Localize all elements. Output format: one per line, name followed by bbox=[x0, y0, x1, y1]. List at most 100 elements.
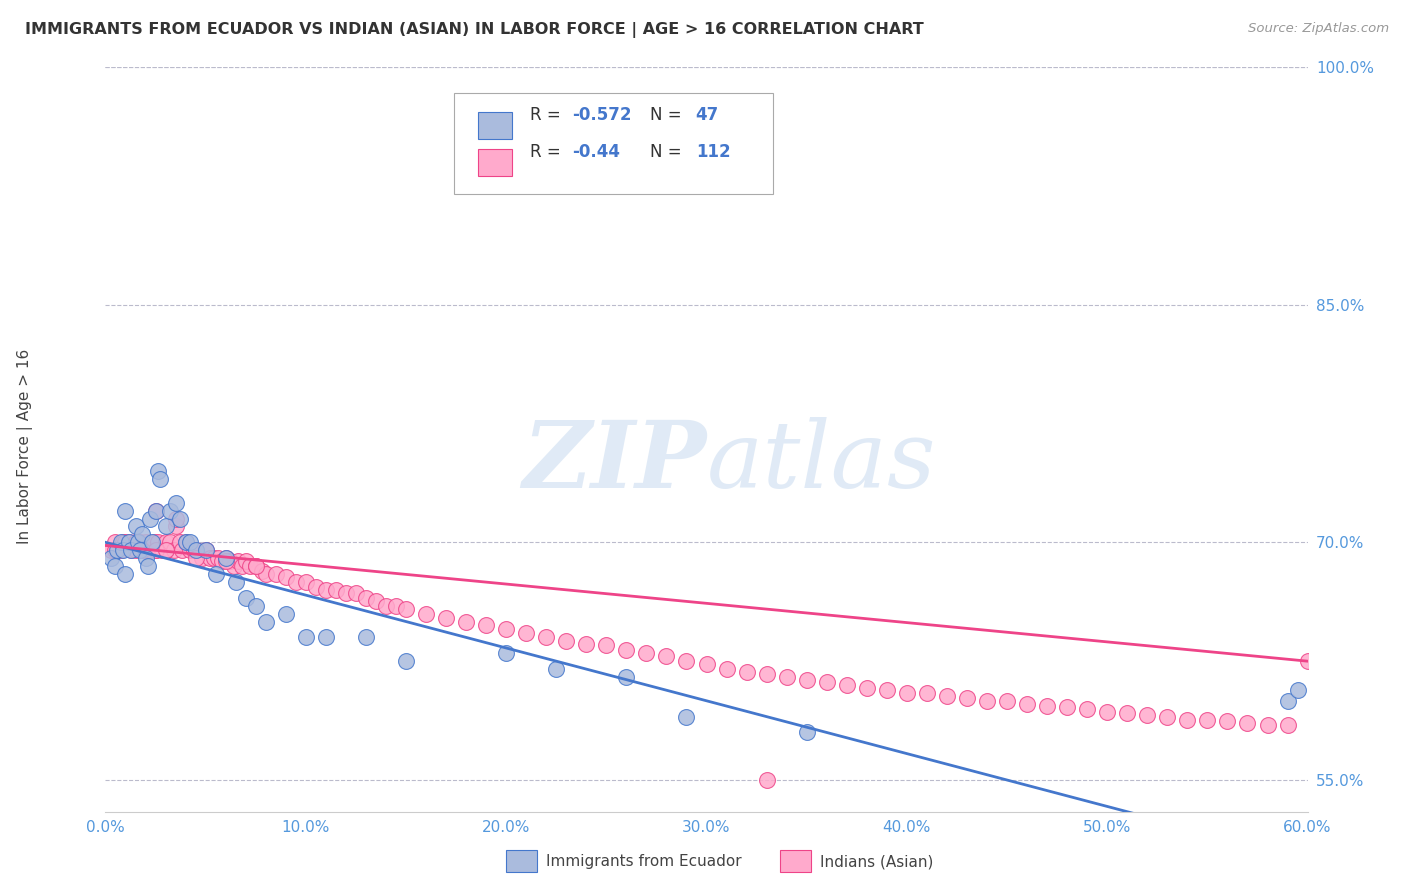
Point bbox=[214, 554, 236, 568]
Point bbox=[315, 631, 337, 645]
Point bbox=[776, 670, 799, 684]
Point bbox=[110, 543, 132, 558]
Point bbox=[344, 586, 367, 600]
Point bbox=[127, 535, 149, 549]
Point bbox=[1216, 714, 1239, 729]
Point bbox=[515, 625, 537, 640]
FancyBboxPatch shape bbox=[478, 149, 512, 177]
Point bbox=[169, 535, 191, 549]
Point bbox=[1296, 654, 1319, 668]
Point bbox=[114, 567, 136, 582]
Text: Source: ZipAtlas.com: Source: ZipAtlas.com bbox=[1249, 22, 1389, 36]
Point bbox=[896, 686, 918, 700]
Point bbox=[104, 559, 127, 574]
Point bbox=[225, 574, 247, 589]
Point bbox=[121, 543, 143, 558]
Point bbox=[165, 511, 187, 525]
Point bbox=[222, 559, 245, 574]
Point bbox=[655, 649, 678, 664]
Point bbox=[110, 535, 132, 549]
Point bbox=[755, 666, 778, 681]
Point bbox=[165, 519, 187, 533]
Point bbox=[141, 535, 163, 549]
Point bbox=[305, 580, 328, 594]
Point bbox=[295, 574, 318, 589]
Point bbox=[1036, 698, 1059, 713]
Point bbox=[170, 543, 193, 558]
Point bbox=[325, 582, 347, 597]
Point bbox=[155, 535, 177, 549]
Point bbox=[114, 535, 136, 549]
Text: 47: 47 bbox=[696, 105, 718, 124]
Point bbox=[1097, 705, 1119, 719]
Point bbox=[454, 615, 477, 629]
Point bbox=[104, 535, 127, 549]
Point bbox=[214, 551, 236, 566]
Point bbox=[174, 535, 197, 549]
Point bbox=[1156, 709, 1178, 723]
Point bbox=[131, 543, 153, 558]
Point bbox=[231, 559, 253, 574]
Point bbox=[145, 543, 167, 558]
Point bbox=[190, 551, 212, 566]
Point bbox=[124, 535, 146, 549]
Point bbox=[354, 591, 377, 605]
Point bbox=[124, 535, 146, 549]
Point bbox=[128, 535, 150, 549]
Point bbox=[165, 496, 187, 510]
Point bbox=[1277, 694, 1299, 708]
Point bbox=[218, 554, 240, 568]
Point bbox=[264, 567, 287, 582]
Point bbox=[1136, 708, 1159, 723]
Point bbox=[162, 543, 184, 558]
Point bbox=[815, 674, 838, 689]
Point bbox=[207, 551, 229, 566]
Point bbox=[735, 665, 758, 680]
Point bbox=[415, 607, 437, 621]
Point bbox=[896, 821, 918, 835]
Text: In Labor Force | Age > 16: In Labor Force | Age > 16 bbox=[17, 349, 34, 543]
Point bbox=[495, 623, 517, 637]
Point bbox=[235, 591, 257, 605]
Point bbox=[956, 868, 979, 882]
Point bbox=[855, 681, 877, 695]
Point bbox=[976, 694, 998, 708]
Point bbox=[395, 602, 418, 616]
FancyBboxPatch shape bbox=[454, 93, 773, 194]
Point bbox=[104, 543, 127, 558]
Point bbox=[183, 543, 205, 558]
Point bbox=[124, 543, 146, 558]
Text: -0.572: -0.572 bbox=[572, 105, 631, 124]
Point bbox=[124, 519, 146, 533]
Point bbox=[284, 574, 307, 589]
Point bbox=[148, 472, 170, 486]
Point bbox=[1116, 706, 1139, 721]
Point bbox=[107, 543, 129, 558]
Point bbox=[184, 543, 207, 558]
Point bbox=[575, 637, 598, 651]
Point bbox=[295, 631, 318, 645]
Point bbox=[354, 631, 377, 645]
Point bbox=[131, 527, 153, 541]
Point bbox=[128, 543, 150, 558]
Point bbox=[1277, 717, 1299, 731]
Point bbox=[138, 543, 160, 558]
Point bbox=[184, 543, 207, 558]
Point bbox=[118, 535, 141, 549]
Point bbox=[434, 611, 457, 625]
Point bbox=[796, 725, 818, 739]
Point bbox=[155, 543, 177, 558]
Point bbox=[245, 599, 267, 613]
Text: N =: N = bbox=[650, 143, 688, 161]
Point bbox=[616, 643, 638, 657]
Point bbox=[135, 535, 157, 549]
Point bbox=[159, 503, 181, 517]
Point bbox=[675, 654, 697, 668]
Text: Indians (Asian): Indians (Asian) bbox=[820, 855, 934, 869]
Point bbox=[254, 567, 277, 582]
Point bbox=[146, 464, 169, 478]
Point bbox=[364, 594, 387, 608]
Point bbox=[155, 519, 177, 533]
Point bbox=[995, 694, 1018, 708]
Point bbox=[169, 511, 191, 525]
